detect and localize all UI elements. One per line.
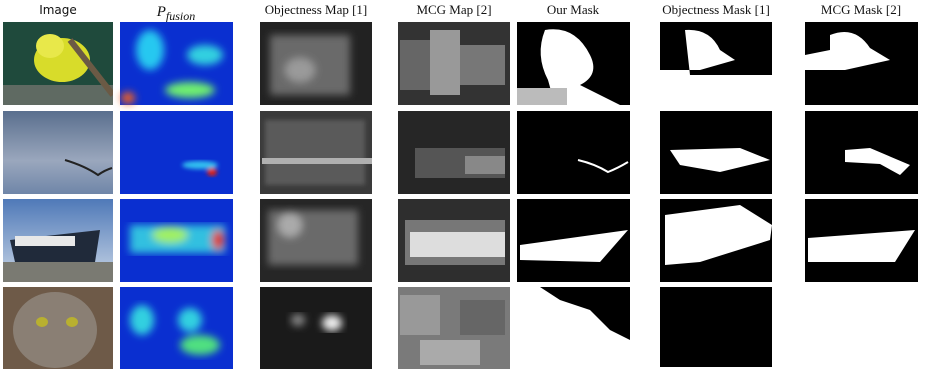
subscript: fusion bbox=[166, 9, 195, 23]
column-header: Pfusion bbox=[156, 4, 196, 23]
row-2 bbox=[3, 111, 918, 194]
mask bbox=[660, 287, 772, 367]
row-3 bbox=[3, 199, 918, 282]
column-header: Objectness Mask [1] bbox=[662, 2, 770, 17]
figure: Image Pfusion Objectness Map [1] MCG Map… bbox=[0, 0, 926, 369]
column-header: MCG Mask [2] bbox=[821, 2, 901, 17]
symbol: P bbox=[156, 4, 166, 20]
column-header: Objectness Map [1] bbox=[265, 2, 368, 17]
photo bbox=[3, 111, 113, 194]
column-header: MCG Map [2] bbox=[416, 2, 491, 17]
column-header: Image bbox=[39, 3, 77, 17]
heatmap bbox=[120, 111, 233, 194]
mask bbox=[517, 111, 630, 194]
row-1 bbox=[3, 22, 918, 105]
objectness-map bbox=[260, 287, 372, 369]
column-header: Our Mask bbox=[547, 2, 600, 17]
photo bbox=[3, 22, 113, 105]
row-4 bbox=[3, 287, 772, 369]
